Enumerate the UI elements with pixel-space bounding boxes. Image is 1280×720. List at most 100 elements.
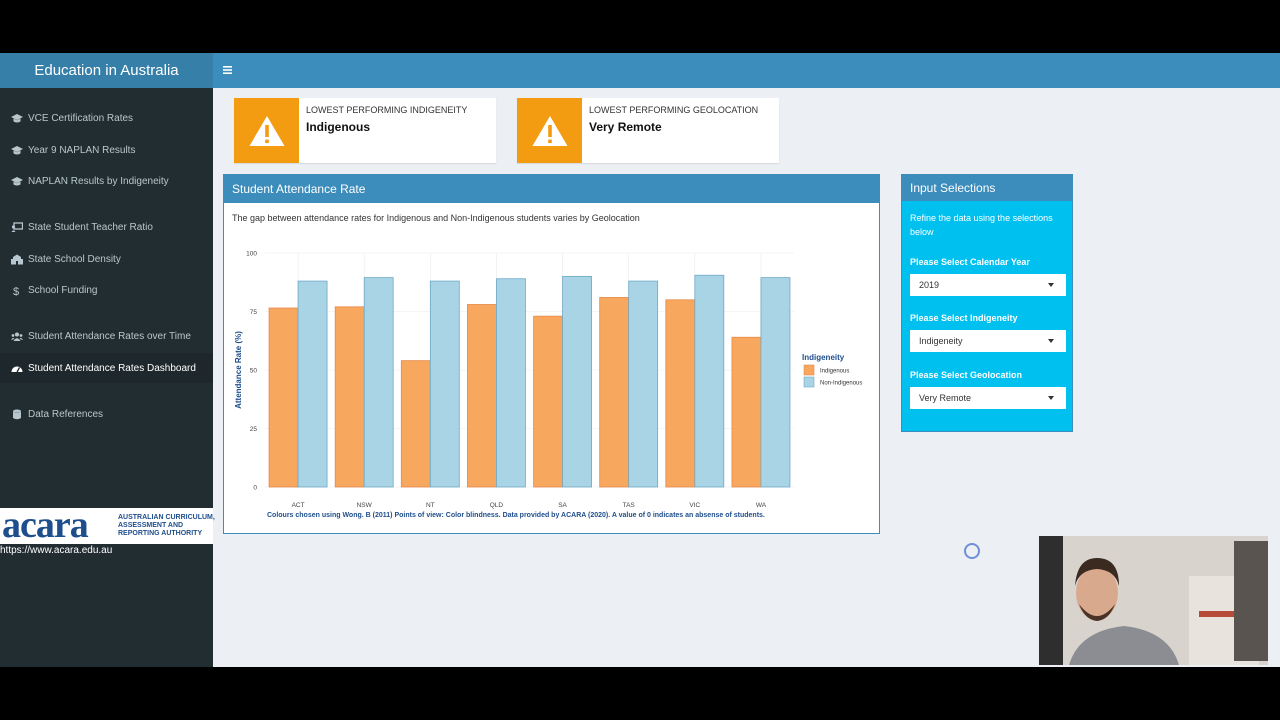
chart-caption: Colours chosen using Wong. B (2011) Poin… <box>267 512 765 519</box>
bar-indigenous-tas <box>599 297 630 488</box>
x-tick-label: NT <box>426 502 435 509</box>
sidebar: VCE Certification Rates Year 9 NAPLAN Re… <box>0 88 215 667</box>
database-icon <box>13 409 21 419</box>
sidebar-item-label: Student Attendance Rates Dashboard <box>28 362 196 374</box>
y-axis-label: Attendance Rate (%) <box>234 331 243 409</box>
bar-non-indigenous-vic <box>694 274 725 488</box>
hamburger-menu-icon[interactable] <box>223 61 235 79</box>
year-select-label: Please Select Calendar Year <box>910 257 1030 267</box>
sidebar-item-vce[interactable]: VCE Certification Rates <box>0 103 213 133</box>
attendance-chart: 0 25 50 75 100 ACT NSW NT QLD SA TAS VIC WA Attenda… <box>234 251 862 520</box>
infobox-value: Very Remote <box>589 120 662 134</box>
x-tick-label: NSW <box>357 502 373 509</box>
x-tick-label: SA <box>558 502 567 509</box>
x-tick-label: WA <box>756 502 767 509</box>
x-tick-label: VIC <box>689 502 700 509</box>
graduation-cap-icon <box>11 113 23 122</box>
attendance-box-title: Student Attendance Rate <box>224 175 879 203</box>
bar-indigenous-wa <box>731 336 762 488</box>
chevron-down-icon <box>1048 283 1054 287</box>
sidebar-item-attendance-over-time[interactable]: Student Attendance Rates over Time <box>0 321 213 351</box>
app: Education in Australia VCE Certification… <box>0 53 1280 667</box>
sidebar-item-student-teacher-ratio[interactable]: State Student Teacher Ratio <box>0 212 213 242</box>
bar-non-indigenous-nt <box>429 280 460 488</box>
dollar-icon: $ <box>13 286 19 296</box>
x-tick-label: ACT <box>292 502 305 509</box>
infobox-value: Indigenous <box>306 120 370 134</box>
bar-indigenous-sa <box>533 315 563 488</box>
acara-logo[interactable]: acara AUSTRALIAN CURRICULUM, ASSESSMENT … <box>0 504 215 546</box>
year-select[interactable]: 2019 <box>910 274 1066 296</box>
legend-label: Indigenous <box>820 369 849 375</box>
sidebar-item-naplan-indigeneity[interactable]: NAPLAN Results by Indigeneity <box>0 166 213 196</box>
indigeneity-select-label: Please Select Indigeneity <box>910 313 1018 323</box>
graduation-cap-icon <box>11 145 23 154</box>
input-selections-box: Input Selections Refine the data using t… <box>901 174 1073 432</box>
lowest-geolocation-infobox: LOWEST PERFORMING GEOLOCATION Very Remot… <box>517 98 779 163</box>
infobox-label: LOWEST PERFORMING INDIGENEITY <box>306 105 468 115</box>
y-tick-label: 0 <box>253 485 257 492</box>
y-tick-label: 75 <box>250 309 258 316</box>
legend-label: Non-Indigenous <box>820 381 862 387</box>
bar-non-indigenous-sa <box>562 276 592 488</box>
app-title[interactable]: Education in Australia <box>0 53 213 88</box>
bar-indigenous-nt <box>400 360 431 488</box>
bar-non-indigenous-act <box>297 280 328 488</box>
sidebar-item-label: NAPLAN Results by Indigeneity <box>28 175 169 187</box>
y-tick-label: 50 <box>250 368 258 375</box>
geolocation-select-label: Please Select Geolocation <box>910 370 1023 380</box>
sidebar-item-label: State Student Teacher Ratio <box>28 221 153 233</box>
y-tick-label: 25 <box>250 426 258 433</box>
legend-swatch <box>803 376 815 388</box>
legend-swatch <box>803 364 815 376</box>
dashboard-icon <box>11 366 23 372</box>
geolocation-select[interactable]: Very Remote <box>910 387 1066 409</box>
sidebar-item-label: VCE Certification Rates <box>28 112 134 124</box>
x-tick-label: TAS <box>623 502 636 509</box>
lowest-indigeneity-infobox: LOWEST PERFORMING INDIGENEITY Indigenous <box>234 98 496 163</box>
sidebar-item-school-funding[interactable]: $ School Funding <box>0 275 213 305</box>
indigeneity-select-value: Indigeneity <box>919 336 963 346</box>
bar-non-indigenous-nsw <box>363 277 394 488</box>
sidebar-item-label: Year 9 NAPLAN Results <box>28 144 136 156</box>
chevron-down-icon <box>1048 396 1054 400</box>
sidebar-item-label: School Funding <box>28 284 98 296</box>
sidebar-item-attendance-dashboard[interactable]: Student Attendance Rates Dashboard <box>0 353 213 383</box>
chalkboard-teacher-icon <box>11 221 23 232</box>
legend-title: Indigeneity <box>802 353 845 362</box>
bar-indigenous-qld <box>467 304 497 488</box>
acara-url[interactable]: https://www.acara.edu.au <box>0 545 113 556</box>
bar-non-indigenous-tas <box>628 280 659 488</box>
y-tick-label: 100 <box>246 251 257 258</box>
infobox-label: LOWEST PERFORMING GEOLOCATION <box>589 105 759 115</box>
mouse-cursor-icon <box>964 543 980 559</box>
acara-tagline: AUSTRALIAN CURRICULUM, ASSESSMENT AND RE… <box>118 514 215 537</box>
year-select-value: 2019 <box>919 280 940 290</box>
bar-indigenous-act <box>268 307 299 488</box>
attendance-box: Student Attendance Rate The gap between … <box>223 174 880 534</box>
chevron-down-icon <box>1048 339 1054 343</box>
webcam-overlay <box>1039 536 1268 665</box>
top-navbar <box>213 53 1280 88</box>
bar-indigenous-nsw <box>334 306 365 488</box>
x-tick-label: QLD <box>490 502 504 509</box>
warning-icon <box>234 98 299 163</box>
input-help-text: Refine the data using the selections bel… <box>910 213 1053 237</box>
geolocation-select-value: Very Remote <box>919 393 972 403</box>
indigeneity-select[interactable]: Indigeneity <box>910 330 1066 352</box>
graduation-cap-icon <box>11 176 23 185</box>
sidebar-item-school-density[interactable]: State School Density <box>0 244 213 274</box>
bar-non-indigenous-qld <box>496 278 526 488</box>
sidebar-item-label: Student Attendance Rates over Time <box>28 330 191 342</box>
input-box-title: Input Selections <box>902 175 1072 201</box>
bar-non-indigenous-wa <box>760 277 791 488</box>
sidebar-item-label: Data References <box>28 408 104 420</box>
svg-text:$: $ <box>13 286 19 296</box>
acara-wordmark: acara <box>2 504 89 546</box>
attendance-description: The gap between attendance rates for Ind… <box>232 213 640 223</box>
school-icon <box>11 254 23 264</box>
bar-indigenous-vic <box>665 299 696 488</box>
sidebar-item-naplan[interactable]: Year 9 NAPLAN Results <box>0 135 213 165</box>
sidebar-item-data-references[interactable]: Data References <box>0 399 213 429</box>
warning-icon <box>517 98 582 163</box>
